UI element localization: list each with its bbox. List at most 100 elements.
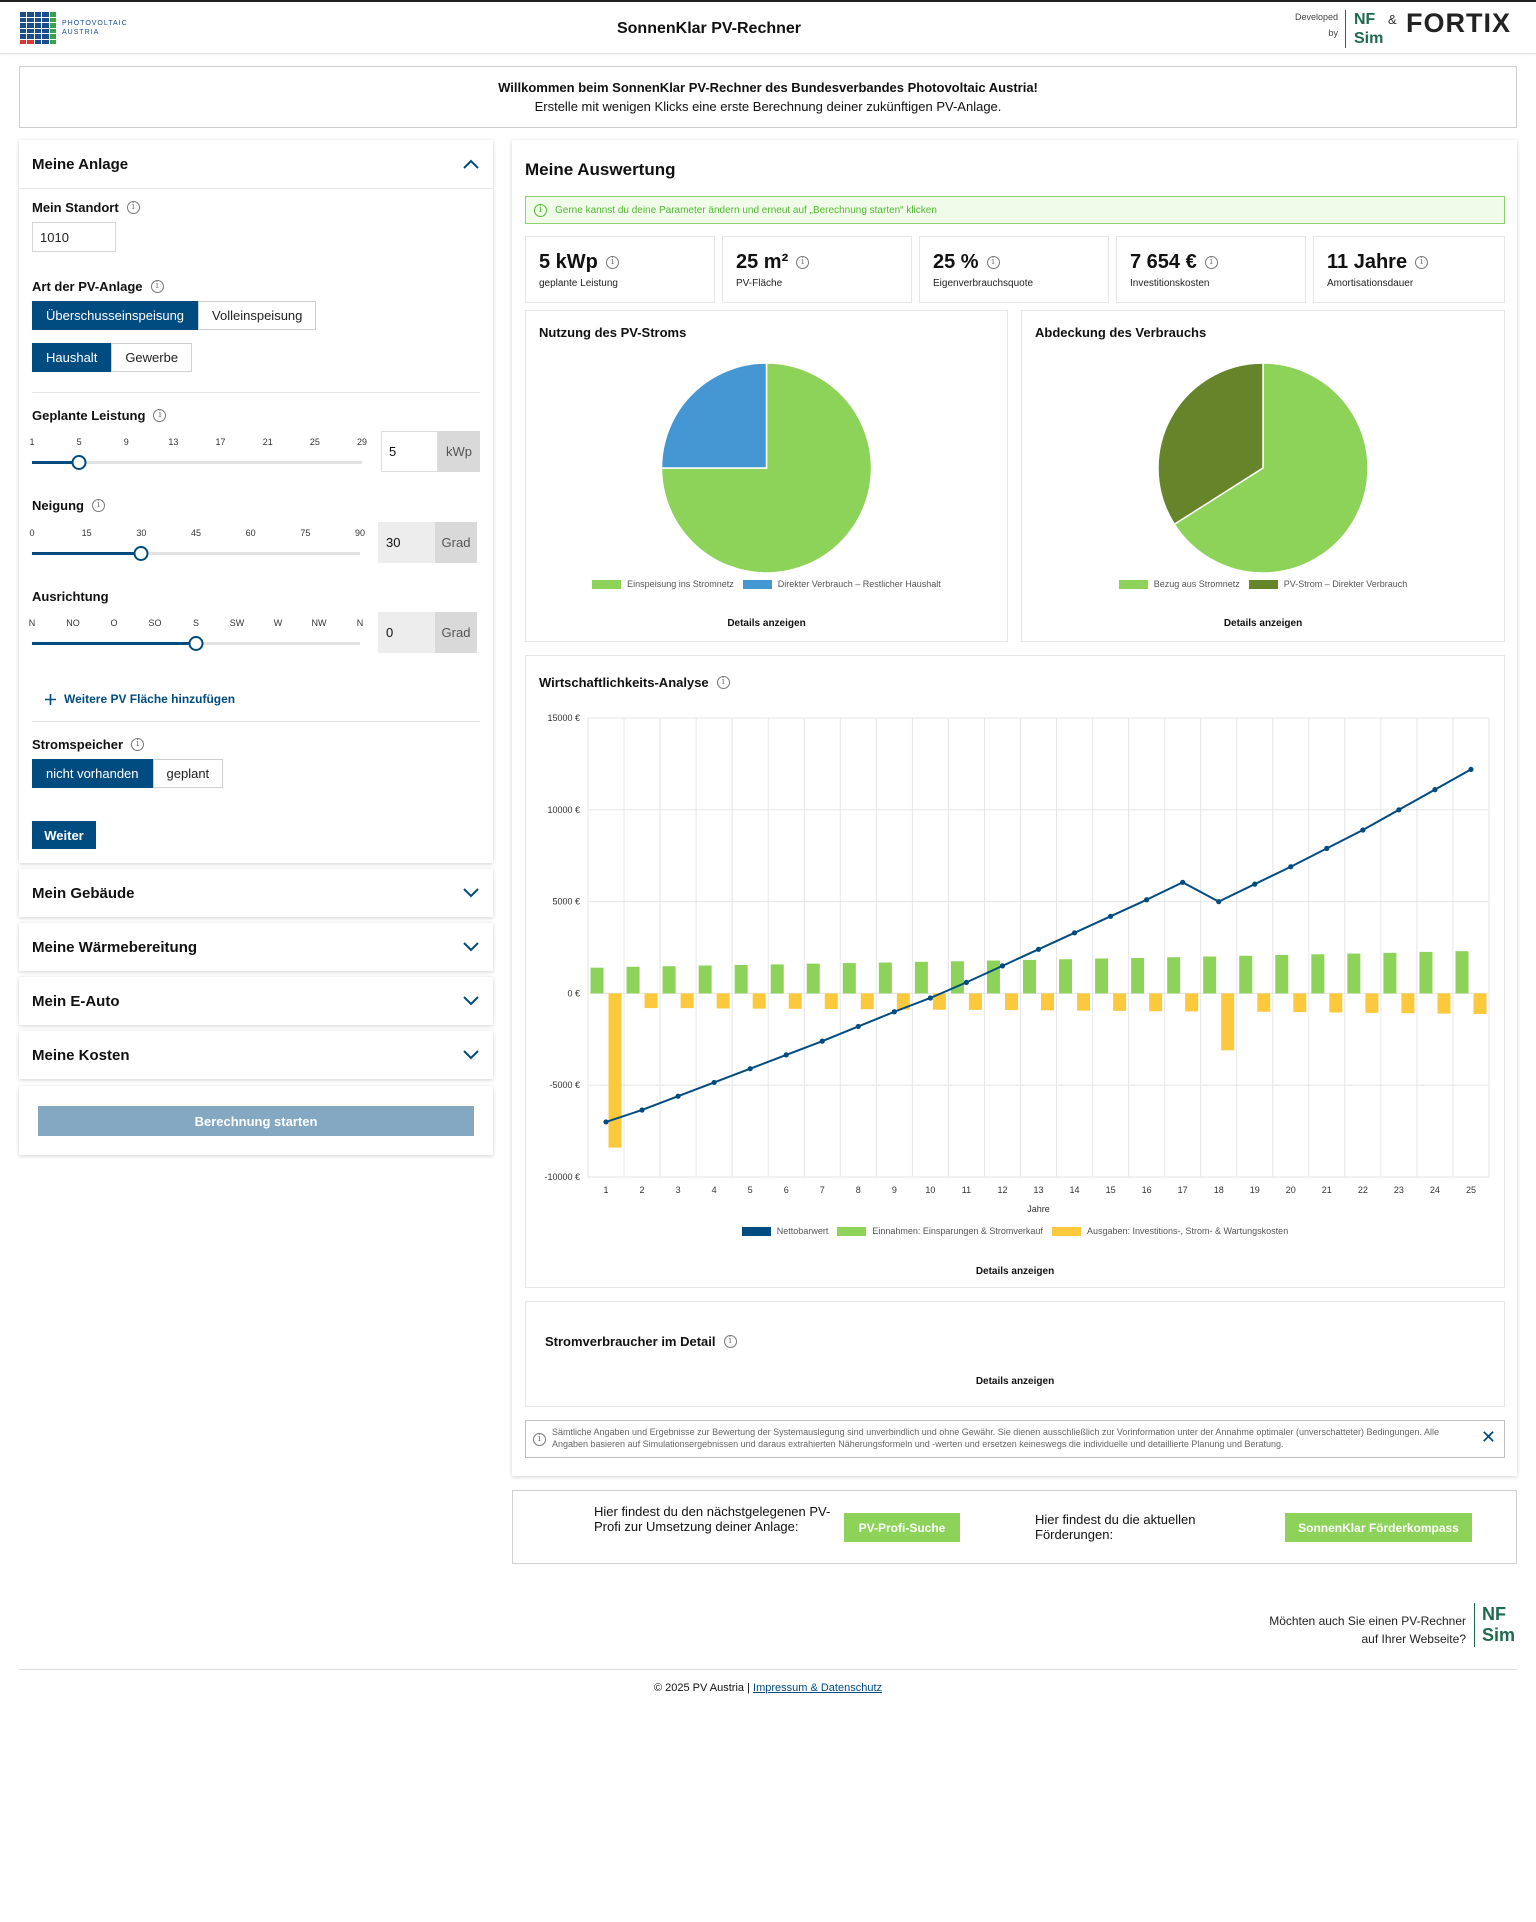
expense-bar[interactable]	[752, 993, 766, 1009]
info-icon[interactable]: i	[153, 409, 167, 422]
income-bar[interactable]	[1131, 957, 1145, 994]
expense-bar[interactable]	[680, 993, 694, 1009]
expense-bar[interactable]	[1257, 993, 1271, 1012]
details-link[interactable]: Details anzeigen	[975, 1376, 1055, 1387]
info-icon[interactable]: i	[1204, 256, 1218, 269]
option-geplant[interactable]: geplant	[152, 759, 224, 788]
income-bar[interactable]	[662, 966, 676, 994]
expense-bar[interactable]	[644, 993, 658, 1009]
nettobarwert-point[interactable]	[1180, 879, 1186, 885]
info-icon[interactable]: i	[796, 256, 810, 269]
nettobarwert-point[interactable]	[1324, 845, 1330, 851]
nfsim-logo[interactable]: NF Sim	[1354, 10, 1383, 48]
standort-input[interactable]: 1010	[32, 222, 116, 252]
nettobarwert-point[interactable]	[783, 1052, 789, 1058]
pie-slice-2[interactable]	[660, 362, 768, 469]
details-link[interactable]: Details anzeigen	[1223, 618, 1303, 629]
chevron-down-icon[interactable]	[462, 1049, 480, 1061]
slider-thumb[interactable]	[133, 546, 149, 561]
info-icon[interactable]: i	[92, 499, 105, 512]
income-bar[interactable]	[878, 962, 892, 994]
anlage-header[interactable]: Meine Anlage	[19, 140, 493, 188]
fortix-logo[interactable]: FORTIX	[1406, 8, 1511, 38]
pie-slice-2[interactable]	[1157, 362, 1264, 526]
expense-bar[interactable]	[1473, 993, 1487, 1014]
expense-bar[interactable]	[1004, 993, 1018, 1011]
info-icon[interactable]: i	[131, 738, 145, 751]
income-bar[interactable]	[1167, 957, 1181, 994]
info-icon[interactable]: i	[150, 280, 164, 293]
nettobarwert-point[interactable]	[999, 963, 1006, 969]
gebaeude-section[interactable]: Mein Gebäude	[19, 869, 493, 917]
nettobarwert-point[interactable]	[603, 1119, 609, 1125]
expense-bar[interactable]	[896, 993, 910, 1010]
pie-slice-1[interactable]	[1173, 362, 1369, 574]
pv-austria-logo[interactable]: PHOTOVOLTAIC AUSTRIA	[20, 12, 128, 44]
income-bar[interactable]	[1203, 956, 1217, 994]
berechnung-starten-button[interactable]: Berechnung starten	[38, 1106, 474, 1136]
info-icon[interactable]: i	[1415, 256, 1429, 269]
slider-thumb[interactable]	[188, 636, 204, 651]
slider-thumb[interactable]	[71, 455, 87, 470]
weiter-button[interactable]: Weiter	[32, 821, 96, 849]
option-nicht-vorhanden[interactable]: nicht vorhanden	[32, 759, 153, 788]
close-icon[interactable]: ✕	[1480, 1427, 1496, 1447]
details-link[interactable]: Details anzeigen	[975, 1266, 1055, 1277]
nettobarwert-point[interactable]	[1252, 881, 1258, 887]
income-bar[interactable]	[842, 963, 856, 994]
nettobarwert-point[interactable]	[1288, 864, 1294, 870]
neigung-input[interactable]: 30	[378, 522, 435, 563]
details-link[interactable]: Details anzeigen	[727, 618, 806, 629]
nettobarwert-point[interactable]	[711, 1079, 717, 1086]
income-bar[interactable]	[806, 963, 820, 994]
nettobarwert-point[interactable]	[1035, 946, 1042, 952]
kosten-section[interactable]: Meine Kosten	[19, 1031, 493, 1079]
slider-track[interactable]	[32, 552, 360, 555]
expense-bar[interactable]	[932, 993, 946, 1010]
slider-track[interactable]	[32, 461, 362, 464]
income-bar[interactable]	[590, 967, 604, 994]
info-icon[interactable]: i	[723, 1335, 737, 1348]
chevron-down-icon[interactable]	[462, 887, 480, 899]
expense-bar[interactable]	[1437, 993, 1451, 1014]
ausrichtung-input[interactable]: 0	[378, 612, 435, 653]
income-bar[interactable]	[698, 965, 712, 994]
ausrichtung-slider[interactable]: N NO O SO S SW W NW N	[29, 618, 363, 651]
pie-slice-1[interactable]	[660, 362, 873, 574]
expense-bar[interactable]	[716, 993, 730, 1009]
info-icon[interactable]: i	[605, 256, 619, 269]
legend-item[interactable]: Direkter Verbrauch – Restlicher Haushalt	[742, 579, 941, 590]
option-haushalt[interactable]: Haushalt	[32, 343, 112, 372]
expense-bar[interactable]	[1221, 993, 1235, 1051]
chevron-up-icon[interactable]	[462, 158, 480, 170]
leistung-input[interactable]: 5	[381, 431, 438, 472]
income-bar[interactable]	[986, 960, 1000, 994]
legend-item[interactable]: Nettobarwert	[741, 1226, 828, 1237]
income-bar[interactable]	[1239, 955, 1253, 994]
nettobarwert-point[interactable]	[819, 1038, 825, 1044]
legend-item[interactable]: Bezug aus Stromnetz	[1118, 579, 1240, 590]
nettobarwert-point[interactable]	[927, 995, 933, 1001]
foerderkompass-button[interactable]: SonnenKlar Förderkompass	[1285, 1513, 1472, 1542]
expense-bar[interactable]	[1113, 993, 1127, 1011]
option-gewerbe[interactable]: Gewerbe	[111, 343, 193, 372]
income-bar[interactable]	[626, 966, 640, 994]
nettobarwert-point[interactable]	[855, 1023, 861, 1030]
income-bar[interactable]	[1455, 951, 1469, 994]
info-icon[interactable]: i	[986, 256, 1000, 269]
income-bar[interactable]	[1275, 955, 1289, 994]
expense-bar[interactable]	[1365, 993, 1379, 1013]
income-bar[interactable]	[914, 961, 928, 994]
income-bar[interactable]	[1095, 958, 1109, 994]
chevron-down-icon[interactable]	[462, 941, 480, 953]
legend-item[interactable]: Einspeisung ins Stromnetz	[592, 579, 734, 590]
legend-item[interactable]: PV-Strom – Direkter Verbrauch	[1248, 579, 1407, 590]
leistung-slider[interactable]: 1 5 9 13 17 21 25 29	[29, 437, 367, 470]
expense-bar[interactable]	[824, 993, 838, 1010]
legend-item[interactable]: Ausgaben: Investitions-, Strom- & Wartun…	[1051, 1226, 1288, 1237]
nettobarwert-point[interactable]	[963, 979, 970, 985]
waerme-section[interactable]: Meine Wärmebereitung	[19, 923, 493, 971]
info-icon[interactable]: i	[716, 676, 730, 689]
income-bar[interactable]	[1311, 954, 1325, 994]
expense-bar[interactable]	[608, 993, 622, 1148]
